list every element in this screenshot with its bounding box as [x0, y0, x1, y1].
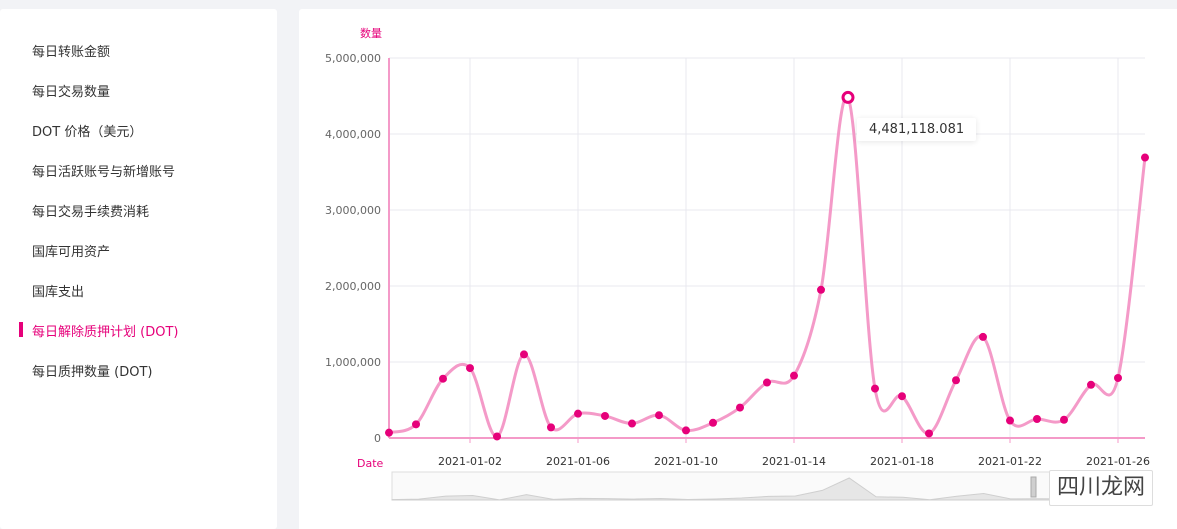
data-point: [1060, 415, 1068, 424]
y-tick-label: 1,000,000: [325, 356, 381, 369]
data-point: [682, 426, 690, 435]
y-tick-label: 0: [374, 432, 381, 445]
sidebar-item-treasury-assets[interactable]: 国库可用资产: [0, 229, 277, 269]
active-marker: [19, 322, 23, 337]
data-point: [763, 378, 771, 387]
y-tick-label: 5,000,000: [325, 52, 381, 65]
sidebar-item-active-new-accounts[interactable]: 每日活跃账号与新增账号: [0, 149, 277, 189]
data-point: [898, 392, 906, 401]
sidebar-item-daily-staking[interactable]: 每日质押数量 (DOT): [0, 349, 277, 389]
x-tick-label: 2021-01-02: [438, 455, 502, 468]
x-tick-label: 2021-01-06: [546, 455, 610, 468]
y-tick-label: 4,000,000: [325, 128, 381, 141]
x-tick-label: 2021-01-22: [978, 455, 1042, 468]
sidebar-item-label: 国库可用资产: [32, 245, 111, 260]
data-point: [574, 409, 582, 418]
sidebar-item-daily-transfer-amount[interactable]: 每日转账金额: [0, 29, 277, 69]
sidebar-item-label: 每日交易手续费消耗: [32, 205, 150, 220]
data-point: [385, 428, 393, 437]
data-point: [493, 432, 501, 441]
data-point: [925, 429, 933, 438]
data-point: [1033, 415, 1041, 423]
zoom-slider-handle: [1030, 476, 1037, 498]
watermark-text: 四川龙网: [1056, 475, 1145, 500]
y-tick-label: 2,000,000: [325, 280, 381, 293]
data-point: [628, 419, 636, 428]
data-point: [655, 411, 663, 420]
unbonding-line-chart: 0 1,000,000 2,000,000 3,000,000 4,000,000 5,0…: [325, 27, 1150, 501]
data-point: [952, 376, 960, 385]
y-axis-title: 数量: [360, 27, 382, 40]
data-point: [1141, 153, 1149, 162]
data-point: [412, 420, 420, 429]
sidebar-item-daily-transaction-count[interactable]: 每日交易数量: [0, 69, 277, 109]
sidebar-item-label: 每日质押数量 (DOT): [32, 365, 153, 380]
data-point: [709, 418, 717, 427]
data-point: [871, 384, 879, 393]
x-tick-label: 2021-01-10: [654, 455, 718, 468]
tooltip-value: 4,481,118.081: [869, 122, 965, 137]
data-point: [466, 364, 474, 373]
sidebar-item-transaction-fees[interactable]: 每日交易手续费消耗: [0, 189, 277, 229]
chart-panel: [299, 9, 1177, 529]
data-point: [601, 411, 609, 420]
sidebar-item-treasury-spend[interactable]: 国库支出: [0, 269, 277, 309]
data-point: [1114, 373, 1122, 382]
x-tick-label: 2021-01-26: [1086, 455, 1150, 468]
data-point: [439, 374, 447, 383]
x-tick-label: 2021-01-18: [870, 455, 934, 468]
highlight-point: [841, 90, 855, 104]
sidebar-item-label: 国库支出: [32, 285, 85, 300]
sidebar-item-label: 每日转账金额: [32, 45, 111, 60]
data-point: [979, 332, 987, 341]
data-point: [547, 423, 555, 432]
sidebar-item-label: 每日解除质押计划 (DOT): [32, 325, 179, 340]
sidebar-item-label: 每日交易数量: [32, 85, 111, 100]
data-point: [1006, 416, 1014, 425]
data-point: [790, 371, 798, 380]
sidebar-item-dot-price[interactable]: DOT 价格（美元）: [0, 109, 277, 149]
zoom-slider-track: [391, 471, 1146, 501]
x-axis-title: Date: [357, 457, 384, 470]
y-tick-label: 3,000,000: [325, 204, 381, 217]
data-point: [817, 285, 825, 294]
data-point: [736, 403, 744, 412]
watermark-logo: 四川龙网: [1049, 470, 1153, 506]
data-point: [520, 350, 528, 359]
sidebar-item-label: 每日活跃账号与新增账号: [32, 165, 176, 180]
sidebar-nav: 每日转账金额 每日交易数量 DOT 价格（美元） 每日活跃账号与新增账号 每日交…: [0, 9, 277, 529]
data-point: [1087, 380, 1095, 389]
chart-tooltip: 4,481,118.081: [857, 118, 977, 141]
sidebar-item-daily-unbonding[interactable]: 每日解除质押计划 (DOT): [0, 309, 277, 349]
x-tick-label: 2021-01-14: [762, 455, 826, 468]
sidebar-item-label: DOT 价格（美元）: [32, 125, 143, 140]
